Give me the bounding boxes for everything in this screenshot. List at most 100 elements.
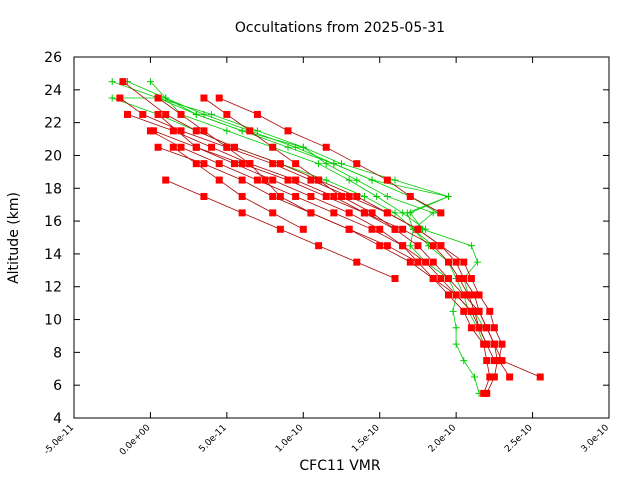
- data-point: [455, 275, 463, 283]
- data-point: [445, 275, 452, 283]
- data-point: [452, 258, 460, 266]
- data-point: [299, 225, 307, 233]
- data-point: [177, 143, 185, 151]
- data-point: [345, 225, 353, 233]
- y-tick-label: 18: [44, 181, 62, 197]
- data-point: [238, 127, 246, 135]
- data-point: [406, 209, 414, 217]
- data-point: [269, 160, 277, 168]
- data-point: [445, 192, 452, 200]
- data-point: [139, 110, 147, 118]
- data-point: [464, 291, 472, 299]
- data-point: [292, 143, 300, 151]
- data-point: [483, 357, 491, 365]
- series-line-14: [173, 146, 304, 230]
- data-point: [223, 127, 231, 135]
- data-point: [353, 176, 361, 184]
- data-point: [322, 176, 330, 184]
- x-tick-label: 2.5e-10: [503, 423, 535, 455]
- data-point: [490, 340, 498, 348]
- data-point: [269, 209, 277, 217]
- data-point: [253, 176, 261, 184]
- data-point: [437, 275, 445, 283]
- data-point: [490, 324, 498, 332]
- data-point: [162, 94, 170, 102]
- data-point: [162, 110, 170, 118]
- data-point: [119, 78, 127, 86]
- y-tick-label: 24: [44, 83, 62, 99]
- data-point: [445, 291, 452, 299]
- data-point: [223, 143, 231, 151]
- x-tick-label: 1.0e-10: [274, 423, 306, 455]
- data-point: [307, 192, 315, 200]
- data-point: [373, 192, 381, 200]
- data-point: [269, 176, 277, 184]
- data-point: [486, 373, 494, 381]
- data-point: [414, 225, 422, 233]
- data-point: [154, 94, 162, 102]
- data-point: [169, 127, 177, 135]
- data-point: [452, 291, 460, 299]
- data-point: [470, 291, 478, 299]
- plot-area: 4 6 8 10 12 14 16 18 20 22 24 26 -5.0e-11 0.0e+00 5.0e…: [42, 50, 611, 458]
- y-tick-label: 10: [44, 313, 62, 329]
- data-point: [399, 209, 407, 217]
- y-tick-label: 6: [53, 378, 62, 394]
- x-axis-label: CFC11 VMR: [299, 458, 381, 474]
- data-point: [246, 160, 254, 168]
- data-point: [422, 225, 430, 233]
- data-point: [338, 192, 345, 200]
- x-tick-label: 5.0e-11: [197, 423, 229, 455]
- data-point: [200, 110, 208, 118]
- data-point: [406, 192, 414, 200]
- data-point: [284, 143, 292, 151]
- data-point: [475, 307, 483, 315]
- data-point: [169, 143, 177, 151]
- data-point: [269, 143, 277, 151]
- data-point: [177, 110, 185, 118]
- data-point: [536, 373, 544, 381]
- data-point: [445, 258, 452, 266]
- data-point: [383, 242, 391, 250]
- plot-frame: [73, 56, 610, 419]
- series-line-9: [157, 146, 491, 394]
- data-point: [429, 242, 437, 250]
- data-point: [406, 242, 414, 250]
- data-point: [231, 143, 238, 151]
- data-point: [460, 275, 468, 283]
- data-point: [215, 94, 223, 102]
- data-point: [200, 127, 208, 135]
- data-point: [345, 176, 353, 184]
- series-line-1: [112, 81, 485, 345]
- data-point: [261, 176, 269, 184]
- y-tick-label: 14: [44, 247, 62, 263]
- data-point: [192, 160, 200, 168]
- data-point: [376, 225, 384, 233]
- data-point: [460, 357, 468, 365]
- data-point: [353, 160, 361, 168]
- data-point: [360, 192, 368, 200]
- data-point: [154, 143, 162, 151]
- data-point: [449, 307, 457, 315]
- y-tick-label: 16: [44, 214, 62, 230]
- data-point: [284, 127, 292, 135]
- data-point: [338, 160, 345, 168]
- data-point: [315, 242, 323, 250]
- x-tick-label: 1.5e-10: [350, 423, 382, 455]
- x-tick-label: 2.0e-10: [427, 423, 459, 455]
- data-point: [467, 307, 475, 315]
- data-point: [429, 275, 437, 283]
- data-point: [192, 143, 200, 151]
- data-point: [116, 94, 124, 102]
- data-point: [345, 192, 353, 200]
- data-point: [470, 373, 478, 381]
- x-tick-label: 3.0e-10: [580, 423, 612, 455]
- x-tick-label: 0.0e+00: [118, 423, 153, 458]
- data-point: [108, 78, 116, 86]
- data-point: [330, 192, 338, 200]
- data-point: [368, 225, 376, 233]
- data-point: [215, 160, 223, 168]
- data-point: [452, 340, 460, 348]
- data-point: [368, 209, 376, 217]
